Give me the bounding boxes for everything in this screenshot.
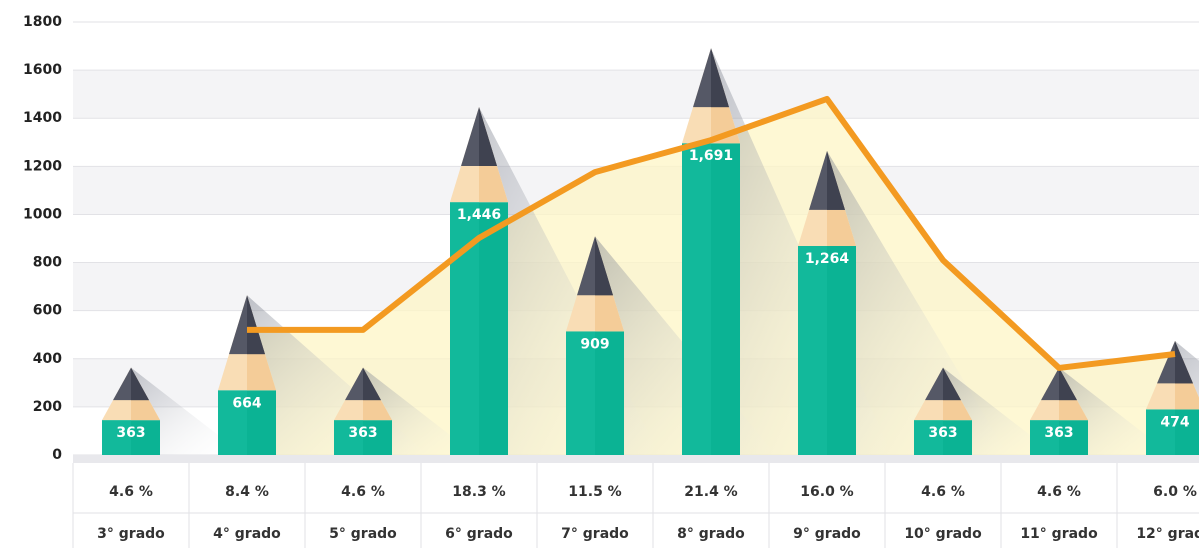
- pencil-lead-shade: [363, 367, 381, 401]
- percentage-label: 16.0 %: [800, 484, 853, 500]
- value-label: 909: [580, 336, 609, 352]
- x-tick-label: 11° grado: [1020, 526, 1098, 542]
- pencil: [218, 295, 276, 455]
- pencil-wood-shade: [1059, 367, 1088, 421]
- baseline: [73, 455, 1199, 463]
- pencil-lead-shade: [1175, 340, 1193, 384]
- pencil-shadow: [131, 367, 244, 455]
- pencil: [566, 236, 624, 455]
- pencil-wood-shade: [479, 107, 508, 203]
- line: [247, 95, 1176, 371]
- value-label: 363: [1044, 425, 1073, 441]
- x-tick-label: 12° grado: [1136, 526, 1199, 542]
- pencil-body-shade: [334, 420, 363, 455]
- y-tick-label: 1200: [23, 158, 62, 174]
- x-tick-label: 10° grado: [904, 526, 982, 542]
- value-label: 1,446: [457, 207, 501, 223]
- pencil-body-shade: [218, 390, 247, 455]
- value-label: 1,264: [805, 251, 850, 267]
- pencil-body: [1146, 409, 1199, 455]
- percentage-label: 4.6 %: [1037, 484, 1081, 500]
- pencil: [798, 150, 856, 455]
- pencil-lead-shade: [1059, 367, 1077, 401]
- pencil-shadow: [827, 150, 1008, 455]
- pencil-body: [914, 420, 972, 455]
- value-label: 474: [1160, 414, 1189, 430]
- pencil: [914, 367, 972, 455]
- pencil-body: [682, 143, 740, 455]
- pencil-wood-shade: [943, 367, 972, 421]
- pencil-shadow: [943, 367, 1056, 455]
- pencil: [450, 107, 508, 455]
- percentage-label: 8.4 %: [225, 484, 269, 500]
- pencil: [682, 48, 740, 455]
- y-tick-label: 600: [33, 303, 62, 319]
- value-label: 363: [116, 425, 145, 441]
- pencil-shadow: [1059, 367, 1172, 455]
- percentage-label: 18.3 %: [452, 484, 505, 500]
- pencil-wood-shade: [711, 48, 740, 144]
- y-tick-label: 1800: [23, 14, 62, 30]
- percentage-label: 6.0 %: [1153, 484, 1197, 500]
- x-tick-label: 3° grado: [97, 526, 165, 542]
- pencil-body-shade: [798, 245, 827, 455]
- pencil-body: [450, 202, 508, 455]
- percentage-label: 4.6 %: [341, 484, 385, 500]
- pencil-lead-shade: [711, 48, 729, 108]
- x-tick-label: 7° grado: [561, 526, 629, 542]
- y-tick-label: 400: [33, 351, 62, 367]
- pencil-lead-shade: [827, 150, 845, 210]
- y-tick-label: 1600: [23, 62, 62, 78]
- pencil: [334, 367, 392, 455]
- x-tick-label: 6° grado: [445, 526, 513, 542]
- value-label: 363: [348, 425, 377, 441]
- x-tick-label: 4° grado: [213, 526, 281, 542]
- grid-band: [73, 70, 1199, 119]
- pencil-body: [102, 420, 160, 455]
- percentage-label: 4.6 %: [109, 484, 153, 500]
- pencil-shadow: [363, 367, 476, 455]
- pencil: [1030, 367, 1088, 455]
- pencil-body: [566, 331, 624, 455]
- pencil-wood-shade: [131, 367, 160, 421]
- pencil: [1146, 340, 1199, 455]
- x-tick-label: 8° grado: [677, 526, 745, 542]
- y-tick-label: 1400: [23, 110, 62, 126]
- pencil-body-shade: [1030, 420, 1059, 455]
- pencil-lead-shade: [479, 107, 497, 167]
- pencil-shadow: [1175, 340, 1199, 398]
- value-label: 1,691: [689, 148, 733, 164]
- percentage-label: 4.6 %: [921, 484, 965, 500]
- percentage-label: 11.5 %: [568, 484, 621, 500]
- pencil-body-shade: [914, 420, 943, 455]
- pencil: [102, 367, 160, 455]
- pencil-body-shade: [566, 331, 595, 455]
- pencil-body: [1030, 420, 1088, 455]
- x-tick-label: 9° grado: [793, 526, 861, 542]
- pencil-body: [334, 420, 392, 455]
- pencil-body-shade: [1146, 409, 1175, 455]
- y-tick-label: 0: [52, 447, 62, 463]
- pencil-lead-shade: [131, 367, 149, 401]
- percentage-label: 21.4 %: [684, 484, 737, 500]
- pencil-lead-shade: [595, 236, 613, 296]
- y-tick-label: 800: [33, 255, 62, 271]
- pencil-lead-shade: [943, 367, 961, 401]
- pencil-body: [218, 390, 276, 455]
- value-label: 664: [232, 395, 261, 411]
- x-tick-label: 5° grado: [329, 526, 397, 542]
- pencil-shadow: [479, 107, 660, 455]
- y-tick-label: 1000: [23, 206, 62, 222]
- pencil-lead-shade: [247, 295, 265, 355]
- pencil-body-shade: [682, 143, 711, 455]
- pencil-body: [798, 245, 856, 455]
- pencil-wood-shade: [363, 367, 392, 421]
- y-tick-label: 200: [33, 399, 62, 415]
- pencil-wood-shade: [595, 236, 624, 332]
- pencil-wood-shade: [827, 150, 856, 246]
- value-label: 363: [928, 425, 957, 441]
- pencil-body-shade: [102, 420, 131, 455]
